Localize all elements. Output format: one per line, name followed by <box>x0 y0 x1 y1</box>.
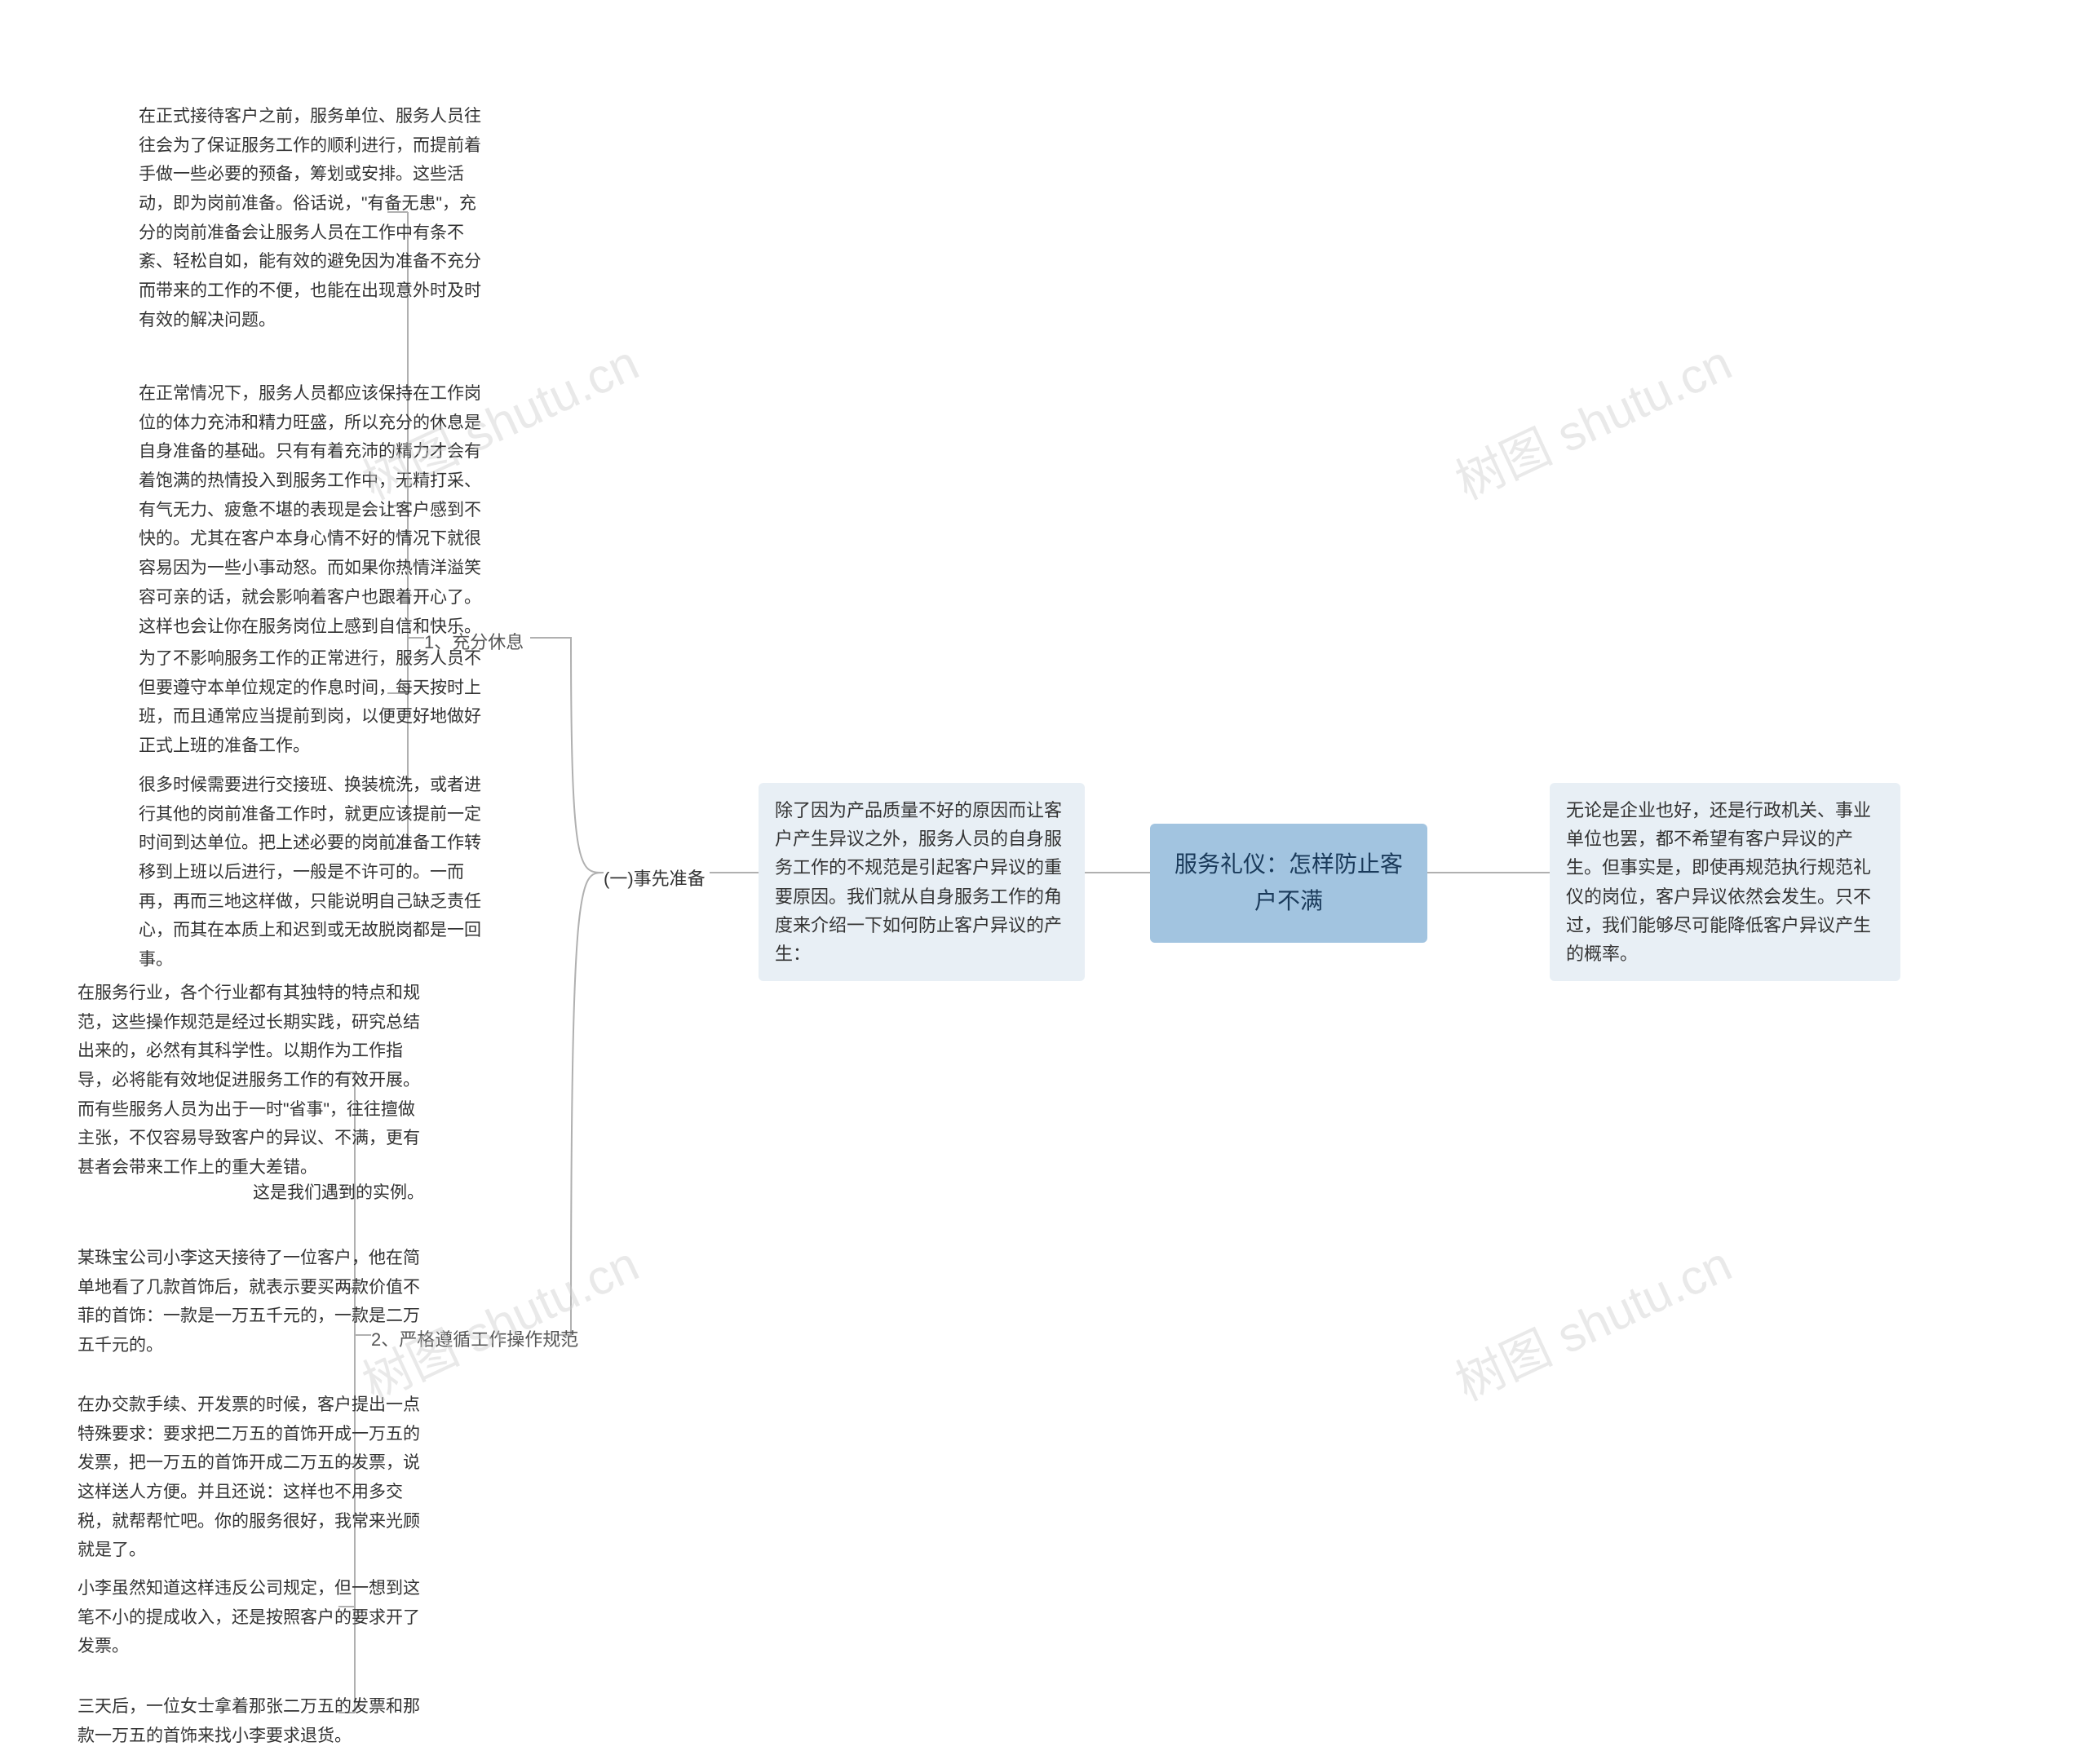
leaf-proc-1-text: 这是我们遇到的实例。 <box>253 1183 424 1202</box>
branch-prepare-text: (一)事先准备 <box>604 869 706 889</box>
watermark-3: 树图 shutu.cn <box>1443 1225 1741 1414</box>
leaf-proc-1: 这是我们遇到的实例。 <box>253 1178 432 1208</box>
leaf-rest-2-text: 为了不影响服务工作的正常进行，服务人员不但要遵守本单位规定的作息时间，每天按时上… <box>139 649 481 755</box>
root-label: 服务礼仪：怎样防止客户不满 <box>1174 851 1403 913</box>
leaf-proc-3-text: 在办交款手续、开发票的时候，客户提出一点特殊要求：要求把二万五的首饰开成一万五的… <box>77 1395 420 1559</box>
watermark-1: 树图 shutu.cn <box>1443 324 1741 513</box>
right-context-node[interactable]: 无论是企业也好，还是行政机关、事业单位也罢，都不希望有客户异议的产生。但事实是，… <box>1550 783 1900 981</box>
leaf-rest-1-text: 在正常情况下，服务人员都应该保持在工作岗位的体力充沛和精力旺盛，所以充分的休息是… <box>139 384 481 636</box>
branch-prepare-label[interactable]: (一)事先准备 <box>604 864 706 891</box>
leaf-proc-0: 在服务行业，各个行业都有其独特的特点和规范，这些操作规范是经过长期实践，研究总结… <box>77 979 428 1183</box>
leaf-proc-2: 某珠宝公司小李这天接待了一位客户，他在简单地看了几款首饰后，就表示要买两款价值不… <box>77 1244 428 1360</box>
leaf-rest-0: 在正式接待客户之前，服务单位、服务人员往往会为了保证服务工作的顺利进行，而提前着… <box>139 102 489 335</box>
leaf-rest-0-text: 在正式接待客户之前，服务单位、服务人员往往会为了保证服务工作的顺利进行，而提前着… <box>139 107 481 329</box>
leaf-proc-5: 三天后，一位女士拿着那张二万五的发票和那款一万五的首饰来找小李要求退货。 <box>77 1692 428 1750</box>
leaf-proc-4: 小李虽然知道这样违反公司规定，但一想到这笔不小的提成收入，还是按照客户的要求开了… <box>77 1574 428 1661</box>
leaf-proc-4-text: 小李虽然知道这样违反公司规定，但一想到这笔不小的提成收入，还是按照客户的要求开了… <box>77 1579 420 1656</box>
leaf-proc-5-text: 三天后，一位女士拿着那张二万五的发票和那款一万五的首饰来找小李要求退货。 <box>77 1697 420 1745</box>
left-context-text: 除了因为产品质量不好的原因而让客户产生异议之外，服务人员的自身服务工作的不规范是… <box>775 800 1062 964</box>
leaf-proc-0-text: 在服务行业，各个行业都有其独特的特点和规范，这些操作规范是经过长期实践，研究总结… <box>77 984 420 1177</box>
leaf-rest-3: 很多时候需要进行交接班、换装梳洗，或者进行其他的岗前准备工作时，就更应该提前一定… <box>139 771 489 975</box>
leaf-proc-3: 在办交款手续、开发票的时候，客户提出一点特殊要求：要求把二万五的首饰开成一万五的… <box>77 1390 428 1565</box>
watermark-1-text: 树图 shutu.cn <box>1448 335 1740 510</box>
left-context-node[interactable]: 除了因为产品质量不好的原因而让客户产生异议之外，服务人员的自身服务工作的不规范是… <box>759 783 1085 981</box>
right-context-text: 无论是企业也好，还是行政机关、事业单位也罢，都不希望有客户异议的产生。但事实是，… <box>1566 800 1871 964</box>
leaf-proc-2-text: 某珠宝公司小李这天接待了一位客户，他在简单地看了几款首饰后，就表示要买两款价值不… <box>77 1249 420 1355</box>
leaf-rest-1: 在正常情况下，服务人员都应该保持在工作岗位的体力充沛和精力旺盛，所以充分的休息是… <box>139 379 489 641</box>
leaf-rest-2: 为了不影响服务工作的正常进行，服务人员不但要遵守本单位规定的作息时间，每天按时上… <box>139 644 489 761</box>
root-node[interactable]: 服务礼仪：怎样防止客户不满 <box>1150 824 1427 943</box>
leaf-rest-3-text: 很多时候需要进行交接班、换装梳洗，或者进行其他的岗前准备工作时，就更应该提前一定… <box>139 776 481 969</box>
watermark-3-text: 树图 shutu.cn <box>1448 1236 1740 1411</box>
